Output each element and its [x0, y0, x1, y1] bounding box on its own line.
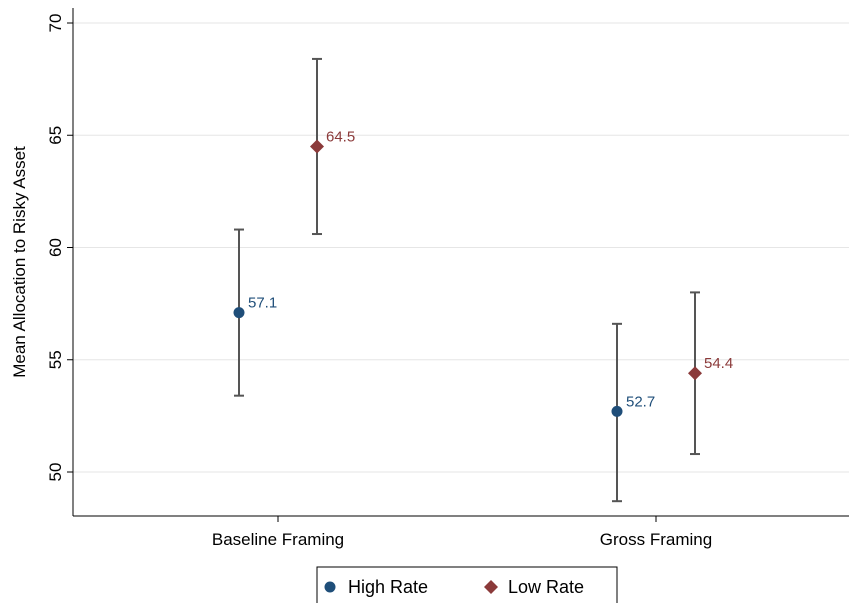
legend-marker-diamond — [484, 580, 498, 594]
legend-label: High Rate — [348, 577, 428, 597]
data-labels: 57.1 52.7 64.5 54.4 — [248, 128, 733, 410]
legend-label: Low Rate — [508, 577, 584, 597]
data-label: 64.5 — [326, 128, 355, 145]
y-ticks: 50 55 60 65 70 — [46, 14, 73, 482]
data-label: 52.7 — [626, 393, 655, 410]
x-tick-label: Baseline Framing — [212, 530, 344, 549]
y-axis-title: Mean Allocation to Risky Asset — [10, 146, 29, 378]
y-tick-label: 60 — [46, 238, 65, 257]
data-label: 57.1 — [248, 295, 277, 312]
y-tick-label: 55 — [46, 350, 65, 369]
y-tick-label: 50 — [46, 463, 65, 482]
legend-box — [316, 566, 618, 603]
x-tick-label: Gross Framing — [600, 530, 712, 549]
point-low-rate — [310, 139, 324, 154]
axes — [72, 8, 849, 517]
legend: High Rate Low Rate — [316, 566, 618, 603]
point-high-rate — [233, 307, 245, 319]
data-label: 54.4 — [704, 355, 733, 372]
y-tick-label: 70 — [46, 14, 65, 33]
data-markers — [233, 139, 702, 417]
point-high-rate — [611, 405, 623, 417]
y-tick-label: 65 — [46, 126, 65, 145]
legend-marker-circle — [324, 581, 336, 593]
point-low-rate — [688, 366, 702, 381]
gridlines — [73, 22, 849, 473]
x-ticks: Baseline Framing Gross Framing — [212, 516, 712, 549]
error-bars — [234, 57, 700, 503]
